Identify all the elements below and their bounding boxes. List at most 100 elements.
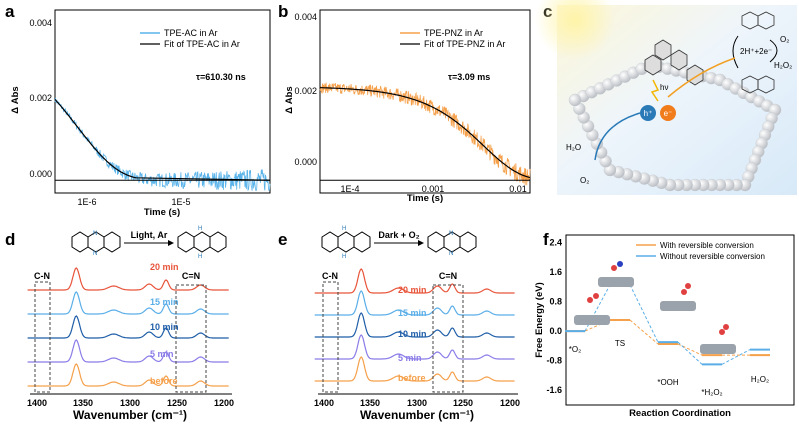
- panel-d-xtick: 1200: [214, 398, 234, 408]
- panel-a-plot: [54, 97, 271, 192]
- panel-f-legend-label: With reversible conversion: [660, 241, 754, 250]
- panel-b-xtick: 1E-4: [340, 184, 359, 194]
- panel-b-xtick: 0.001: [422, 184, 445, 194]
- e-plot-trace: [314, 356, 515, 382]
- panel-f-connector: [721, 349, 751, 365]
- redox-bracket: [732, 35, 739, 69]
- panel-a-series-data: [54, 97, 271, 192]
- panel-e-ceqn-label: C=N: [439, 271, 457, 281]
- panel-b-ylabel: Δ Abs: [284, 86, 295, 113]
- panel-f-connector: [677, 343, 703, 356]
- panel-e: e H H Dark + O₂ N N C-N C=N 20 min 15 mi…: [278, 226, 520, 422]
- hv-label: hν: [660, 83, 668, 92]
- panel-f-connector: [629, 319, 659, 345]
- panel-b-ytick: 0.004: [294, 12, 317, 22]
- panel-a-xtick: 1E-5: [171, 197, 190, 207]
- phenazine-molecule-icon: N N: [427, 231, 477, 257]
- panel-d-xtick: 1300: [120, 398, 140, 408]
- ooh-adsorbate-icon: [660, 283, 696, 311]
- panel-e-trace-label: 20 min: [398, 285, 427, 295]
- panel-e-spectra: [314, 268, 515, 382]
- panel-f-state-label: TS: [615, 339, 625, 348]
- svg-text:N: N: [93, 251, 97, 257]
- panel-f-letter: f: [543, 230, 549, 249]
- panel-a-axes: [54, 9, 271, 194]
- panel-d-trace-label: 10 min: [150, 322, 179, 332]
- electron-label: e⁻: [664, 109, 673, 118]
- panel-f-ytick: -0.8: [546, 356, 562, 366]
- o2-product-label: O₂: [580, 176, 589, 185]
- panel-b-letter: b: [278, 2, 288, 21]
- panel-f-legend-label: Without reversible conversion: [660, 252, 765, 261]
- panel-b-tau-annotation: τ=3.09 ms: [448, 72, 490, 82]
- panel-a-ylabel: Δ Abs: [10, 86, 21, 113]
- svg-text:N: N: [449, 231, 453, 237]
- svg-text:H: H: [198, 254, 202, 260]
- panel-e-trace-label: 5 min: [398, 353, 422, 363]
- d-plot-trace: [27, 315, 229, 339]
- panel-d-xtick: 1350: [73, 398, 93, 408]
- svg-text:N: N: [449, 251, 453, 257]
- panel-e-xtick: 1250: [453, 398, 473, 408]
- panel-e-xtick: 1350: [360, 398, 380, 408]
- svg-text:N: N: [93, 231, 97, 237]
- electron-transfer-arrow: [667, 57, 736, 98]
- panel-f-state-label: *H₂O₂: [701, 388, 722, 397]
- panel-f-state-label: *OOH: [657, 378, 679, 387]
- panel-d-ceqn-label: C=N: [182, 271, 200, 281]
- e-plot-trace: [314, 268, 515, 294]
- panel-e-letter: e: [278, 230, 287, 249]
- panel-d-cn-box: [34, 281, 51, 393]
- light-bolt-icon: [650, 79, 660, 102]
- panel-f-connector: [629, 284, 659, 343]
- panel-e-trace-label: 15 min: [398, 308, 427, 318]
- cof-framework-illustration: [568, 58, 782, 192]
- panel-a-legend-label: TPE-AC in Ar: [164, 28, 218, 38]
- sun-glow-icon: [535, 0, 615, 60]
- panel-b-xlabel: Time (s): [407, 193, 443, 204]
- panel-f: f *O₂ TS *OOH *H₂O₂ H₂O₂ 2.4 1.6 0.8 0.0 -0.8 -1.…: [534, 230, 795, 419]
- panel-b-legend-label: Fit of TPE-PNZ in Ar: [424, 39, 505, 49]
- panel-f-connector: [584, 284, 611, 332]
- hole-sphere: [640, 105, 656, 121]
- panel-f-state-label: H₂O₂: [751, 375, 769, 384]
- panel-d-spectra: [27, 267, 229, 387]
- panel-a: a 0.004 0.002 0.000 1E-6 1E-5 Time (s) Δ…: [5, 2, 271, 218]
- panel-d-reaction-label: Light, Ar: [131, 230, 168, 240]
- framework-atom: [568, 93, 582, 107]
- panel-f-plot: *O₂ TS *OOH *H₂O₂ H₂O₂: [565, 283, 770, 397]
- panel-b-ytick: 0.002: [294, 86, 317, 96]
- h2o2-adsorbate-icon: [700, 324, 736, 354]
- panel-e-xtick: 1200: [500, 398, 520, 408]
- panel-d-trace-label: 20 min: [150, 262, 179, 272]
- e-plot-trace: [314, 290, 515, 316]
- panel-b-plot: [319, 82, 531, 186]
- o2-adsorbate-icon: [574, 293, 610, 325]
- hole-label: h⁺: [644, 109, 653, 118]
- svg-text:H: H: [198, 226, 202, 232]
- panel-b-axes: [319, 9, 531, 194]
- panel-c: c 2H⁺+2e⁻ O₂ H₂O₂ hν h⁺ e⁻ H₂O O₂: [535, 0, 797, 195]
- e-plot-trace: [314, 312, 515, 338]
- panel-f-ylabel: Free Energy (eV): [534, 282, 545, 358]
- panel-b-legend-label: TPE-PNZ in Ar: [424, 28, 483, 38]
- protons-electrons-label: 2H⁺+2e⁻: [740, 47, 772, 56]
- oxidation-arrow: [594, 112, 641, 161]
- panel-f-ytick: 1.6: [549, 267, 562, 277]
- phenazine-molecule-icon: N N: [71, 231, 121, 257]
- panel-e-xtick: 1300: [407, 398, 427, 408]
- d-plot-trace: [27, 267, 229, 291]
- panel-f-connector: [677, 341, 703, 365]
- e-plot-trace: [314, 334, 515, 360]
- adsorbed-molecule-illustrations: [574, 261, 736, 354]
- panel-d-xlabel: Wavenumber (cm⁻¹): [73, 408, 187, 422]
- panel-a-series-fit: [54, 98, 271, 181]
- ts-adsorbate-icon: [598, 261, 634, 287]
- panel-a-tau-annotation: τ=610.30 ns: [196, 72, 246, 82]
- svg-text:H: H: [342, 226, 346, 232]
- panel-f-ytick: -1.6: [546, 385, 562, 395]
- electron-sphere: [660, 105, 676, 121]
- panel-f-axes: [565, 234, 795, 406]
- panel-b-series-fit: [320, 87, 531, 179]
